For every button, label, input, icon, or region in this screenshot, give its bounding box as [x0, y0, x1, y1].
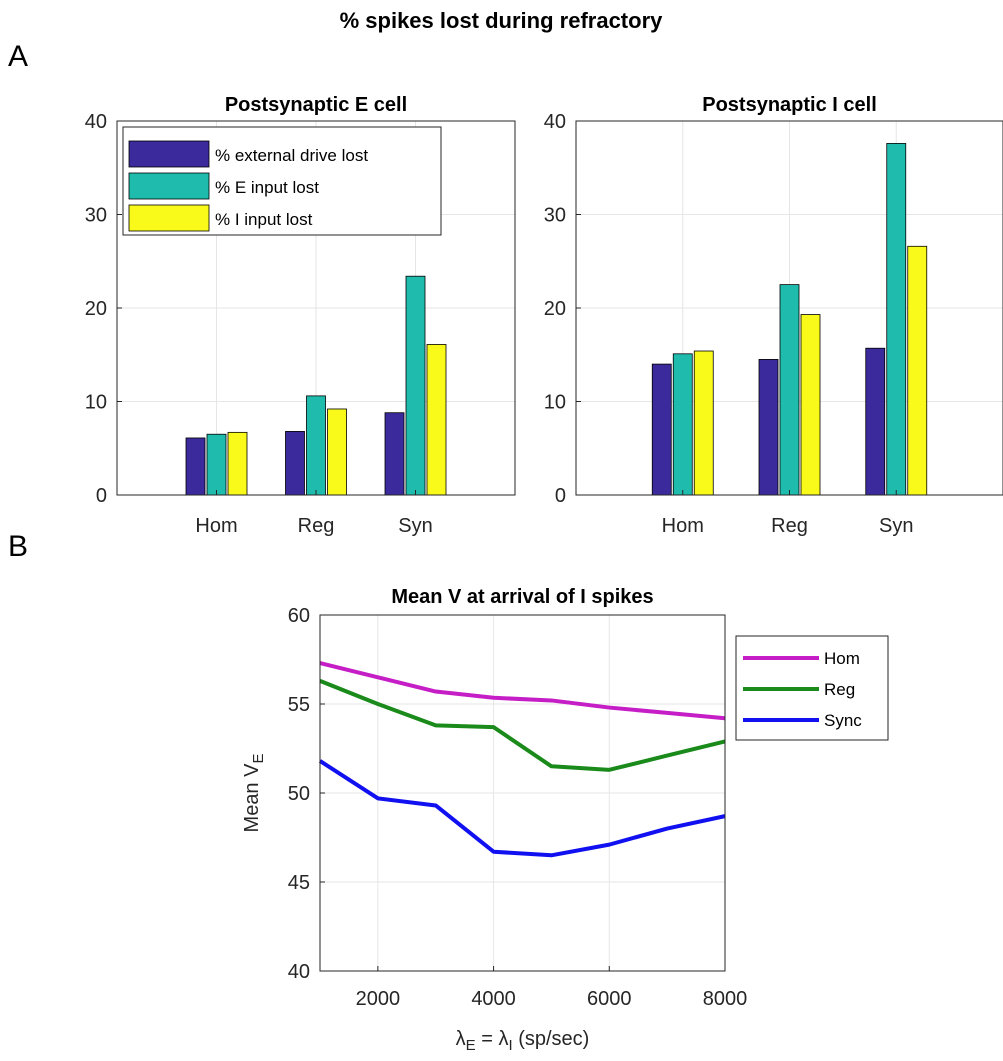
bar-hom-e-input-lost	[672, 353, 693, 496]
x-tick-label: Hom	[662, 515, 704, 537]
x-tick-label: 8000	[703, 988, 748, 1010]
legend-swatch	[128, 204, 210, 232]
chart-i-cell: 0 10 20 30 40 Hom Reg Syn Postsynaptic I cell	[544, 94, 1003, 537]
y-tick-label: 10	[85, 392, 107, 414]
bar-reg-e-input-lost	[306, 395, 326, 496]
panel-a-label: A	[8, 40, 28, 73]
legend-label: % external drive lost	[215, 146, 368, 165]
y-tick-label: 40	[544, 111, 566, 133]
bar-syn-e-input-lost	[405, 275, 426, 496]
y-tick-label: 0	[555, 485, 566, 507]
bar-reg-external-drive-lost	[285, 431, 305, 496]
bar-hom-i-input-lost	[227, 431, 248, 496]
x-tick-label: 4000	[471, 988, 516, 1010]
y-tick-label: 40	[288, 961, 310, 983]
legend-label: Reg	[824, 680, 855, 699]
y-tick-label: 20	[544, 298, 566, 320]
chart-mean-v: 40 45 50 55 60 2000 4000 6000 8000 Mean V at arri…	[241, 586, 889, 1054]
bar-reg-i-input-lost	[327, 408, 347, 496]
legend-label: % E input lost	[215, 178, 319, 197]
bar-syn-e-input-lost	[886, 143, 907, 496]
bar-hom-external-drive-lost	[651, 363, 672, 496]
x-tick-label: Syn	[398, 515, 432, 537]
bar-hom-e-input-lost	[206, 433, 227, 496]
x-tick-label: Reg	[298, 515, 335, 537]
x-axis-label: λE​ = λI​ (sp/sec)	[456, 1028, 590, 1054]
chart-e-cell: 0 10 20 30 40 Hom Reg Syn Postsynaptic E cell % e…	[85, 94, 516, 537]
x-tick-label: Reg	[771, 515, 808, 537]
bar-reg-i-input-lost	[800, 314, 821, 496]
series-line-sync	[318, 759, 726, 858]
x-tick-label: 6000	[587, 988, 632, 1010]
y-tick-label: 45	[288, 872, 310, 894]
bar-syn-i-input-lost	[426, 344, 447, 496]
legend-label: % I input lost	[215, 210, 313, 229]
bar-syn-external-drive-lost	[384, 412, 405, 496]
legend-label: Hom	[824, 649, 860, 668]
x-tick-label: Hom	[195, 515, 237, 537]
bar-syn-i-input-lost	[907, 245, 928, 496]
y-tick-label: 40	[85, 111, 107, 133]
bar-reg-e-input-lost	[779, 284, 800, 496]
y-tick-label: 30	[544, 205, 566, 227]
y-tick-label: 10	[544, 392, 566, 414]
y-tick-label: 50	[288, 783, 310, 805]
y-tick-label: 55	[288, 694, 310, 716]
bar-hom-external-drive-lost	[185, 437, 206, 496]
legend-label: Sync	[824, 711, 862, 730]
y-tick-label: 0	[96, 485, 107, 507]
series-line-reg	[319, 679, 726, 772]
x-tick-label: Syn	[879, 515, 913, 537]
figure-title: % spikes lost during refractory	[340, 8, 664, 33]
bar-reg-external-drive-lost	[758, 359, 779, 496]
chart-title: Mean V at arrival of I spikes	[391, 586, 653, 608]
y-axis-label: Mean VE​	[241, 754, 267, 833]
y-tick-label: 20	[85, 298, 107, 320]
series-line-hom	[319, 661, 726, 721]
panel-b-label: B	[8, 530, 28, 563]
legend-swatch	[128, 140, 210, 168]
legend-swatch	[128, 172, 210, 200]
chart-title: Postsynaptic E cell	[225, 94, 407, 116]
bar-syn-external-drive-lost	[865, 347, 886, 496]
y-tick-label: 60	[288, 605, 310, 627]
chart-title: Postsynaptic I cell	[702, 94, 877, 116]
bar-hom-i-input-lost	[693, 350, 714, 496]
y-tick-label: 30	[85, 205, 107, 227]
x-tick-label: 2000	[356, 988, 401, 1010]
